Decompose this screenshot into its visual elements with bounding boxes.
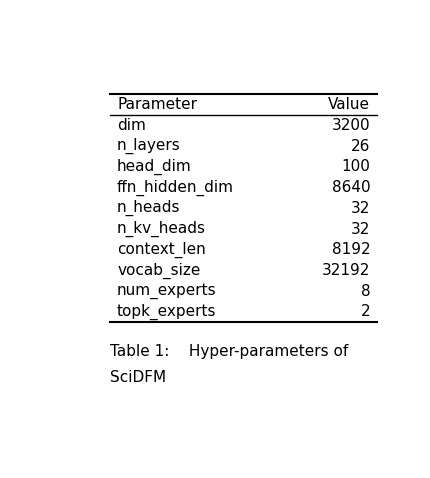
Text: 3200: 3200 xyxy=(332,118,370,133)
Text: 26: 26 xyxy=(351,139,370,153)
Text: 8640: 8640 xyxy=(332,180,370,195)
Text: head_dim: head_dim xyxy=(117,159,192,175)
Text: Table 1:    Hyper-parameters of: Table 1: Hyper-parameters of xyxy=(111,345,349,359)
Text: 32: 32 xyxy=(351,201,370,216)
Text: num_experts: num_experts xyxy=(117,283,217,299)
Text: ffn_hidden_dim: ffn_hidden_dim xyxy=(117,179,234,196)
Text: 8: 8 xyxy=(361,284,370,299)
Text: dim: dim xyxy=(117,118,146,133)
Text: context_len: context_len xyxy=(117,242,206,258)
Text: 2: 2 xyxy=(361,304,370,319)
Text: topk_experts: topk_experts xyxy=(117,304,217,320)
Text: 8192: 8192 xyxy=(332,242,370,257)
Text: n_kv_heads: n_kv_heads xyxy=(117,221,206,237)
Text: Parameter: Parameter xyxy=(117,97,197,112)
Text: 32: 32 xyxy=(351,221,370,237)
Text: n_heads: n_heads xyxy=(117,200,181,217)
Text: 100: 100 xyxy=(341,159,370,174)
Text: vocab_size: vocab_size xyxy=(117,262,200,279)
Text: SciDFM: SciDFM xyxy=(111,370,166,385)
Text: n_layers: n_layers xyxy=(117,138,181,154)
Text: 32192: 32192 xyxy=(322,263,370,278)
Text: Value: Value xyxy=(329,97,370,112)
